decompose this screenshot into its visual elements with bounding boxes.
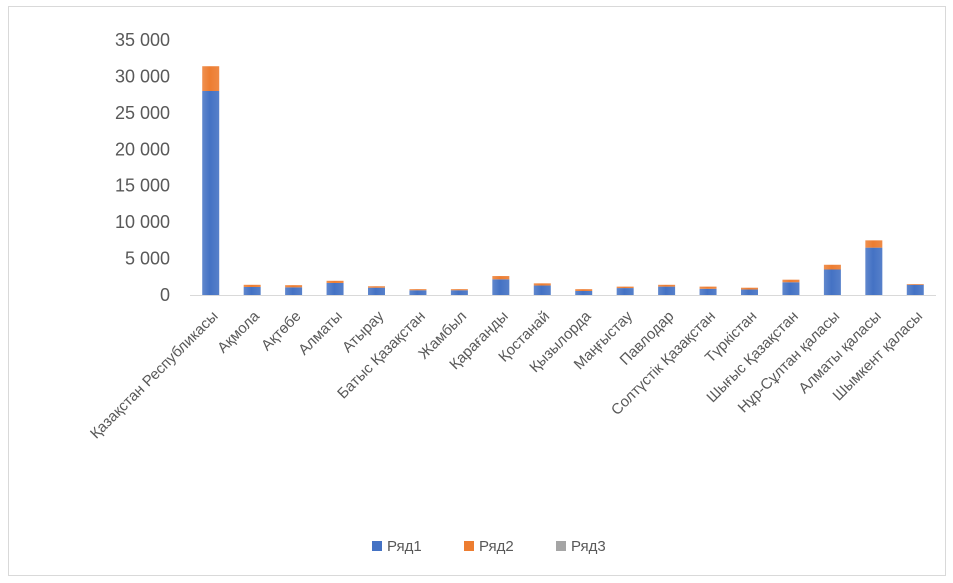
bar-Ряд1-3 <box>326 282 344 295</box>
bar-Ряд1-15 <box>823 269 841 295</box>
bar-Ряд2-14 <box>782 279 800 283</box>
y-tick-label: 10 000 <box>115 212 170 232</box>
x-tick-label: Ақмола <box>214 307 263 356</box>
bar-Ряд2-5 <box>409 289 427 291</box>
bar-Ряд2-16 <box>865 240 883 248</box>
bar-Ряд2-6 <box>450 289 468 291</box>
legend-label: Ряд2 <box>479 538 514 555</box>
bar-Ряд1-13 <box>741 289 758 295</box>
bar-Ряд2-1 <box>243 284 261 287</box>
y-tick-label: 0 <box>160 285 170 305</box>
y-tick-label: 20 000 <box>115 139 170 159</box>
bar-Ряд2-10 <box>616 286 634 289</box>
bar-Ряд2-4 <box>368 286 385 288</box>
bars <box>202 66 924 295</box>
y-tick-label: 30 000 <box>115 66 170 86</box>
legend-swatch-Ряд3 <box>556 541 566 551</box>
bar-Ряд1-9 <box>575 290 593 295</box>
bar-Ряд2-17 <box>906 284 924 285</box>
bar-Ряд1-2 <box>285 287 303 295</box>
bar-Ряд2-2 <box>285 285 303 288</box>
y-tick-label: 15 000 <box>115 176 170 196</box>
bar-Ряд1-11 <box>658 286 676 295</box>
y-tick-label: 35 000 <box>115 30 170 50</box>
bar-Ряд2-13 <box>741 287 758 290</box>
x-axis: Қазақстан РеспубликасыАқмолаАқтөбеАлматы… <box>87 295 936 443</box>
bar-Ряд1-4 <box>368 287 385 295</box>
bar-Ряд2-9 <box>575 289 593 291</box>
y-axis: 0 5 000 10 000 15 000 20 000 25 000 30 000 35 0… <box>115 30 170 305</box>
bar-Ряд2-0 <box>202 66 220 91</box>
bar-Ряд2-15 <box>823 264 841 270</box>
legend: Ряд1 Ряд2 Ряд3 <box>372 538 606 555</box>
bar-Ряд2-7 <box>492 276 510 280</box>
bar-Ряд1-16 <box>865 247 883 295</box>
legend-label: Ряд3 <box>571 538 606 555</box>
legend-swatch-Ряд1 <box>372 541 382 551</box>
bar-Ряд1-14 <box>782 282 800 295</box>
bar-Ряд1-7 <box>492 279 510 295</box>
bar-Ряд2-8 <box>533 283 551 286</box>
y-tick-label: 5 000 <box>125 249 170 269</box>
bar-Ряд1-10 <box>616 288 634 295</box>
bar-Ряд2-3 <box>326 280 344 283</box>
bar-Ряд1-1 <box>243 286 261 295</box>
bar-Ряд1-12 <box>699 288 717 295</box>
bar-Ряд1-0 <box>202 91 220 295</box>
x-tick-label: Алматы <box>295 308 346 359</box>
legend-swatch-Ряд2 <box>464 541 474 551</box>
bar-Ряд1-6 <box>450 290 468 295</box>
bar-Ряд1-5 <box>409 290 427 295</box>
legend-label: Ряд1 <box>387 538 422 555</box>
bar-Ряд1-8 <box>533 285 551 295</box>
bar-Ряд2-11 <box>658 284 676 287</box>
y-tick-label: 25 000 <box>115 103 170 123</box>
bar-Ряд1-17 <box>906 284 924 295</box>
bar-Ряд2-12 <box>699 286 717 289</box>
x-tick-label: Қазақстан Республикасы <box>87 308 222 443</box>
